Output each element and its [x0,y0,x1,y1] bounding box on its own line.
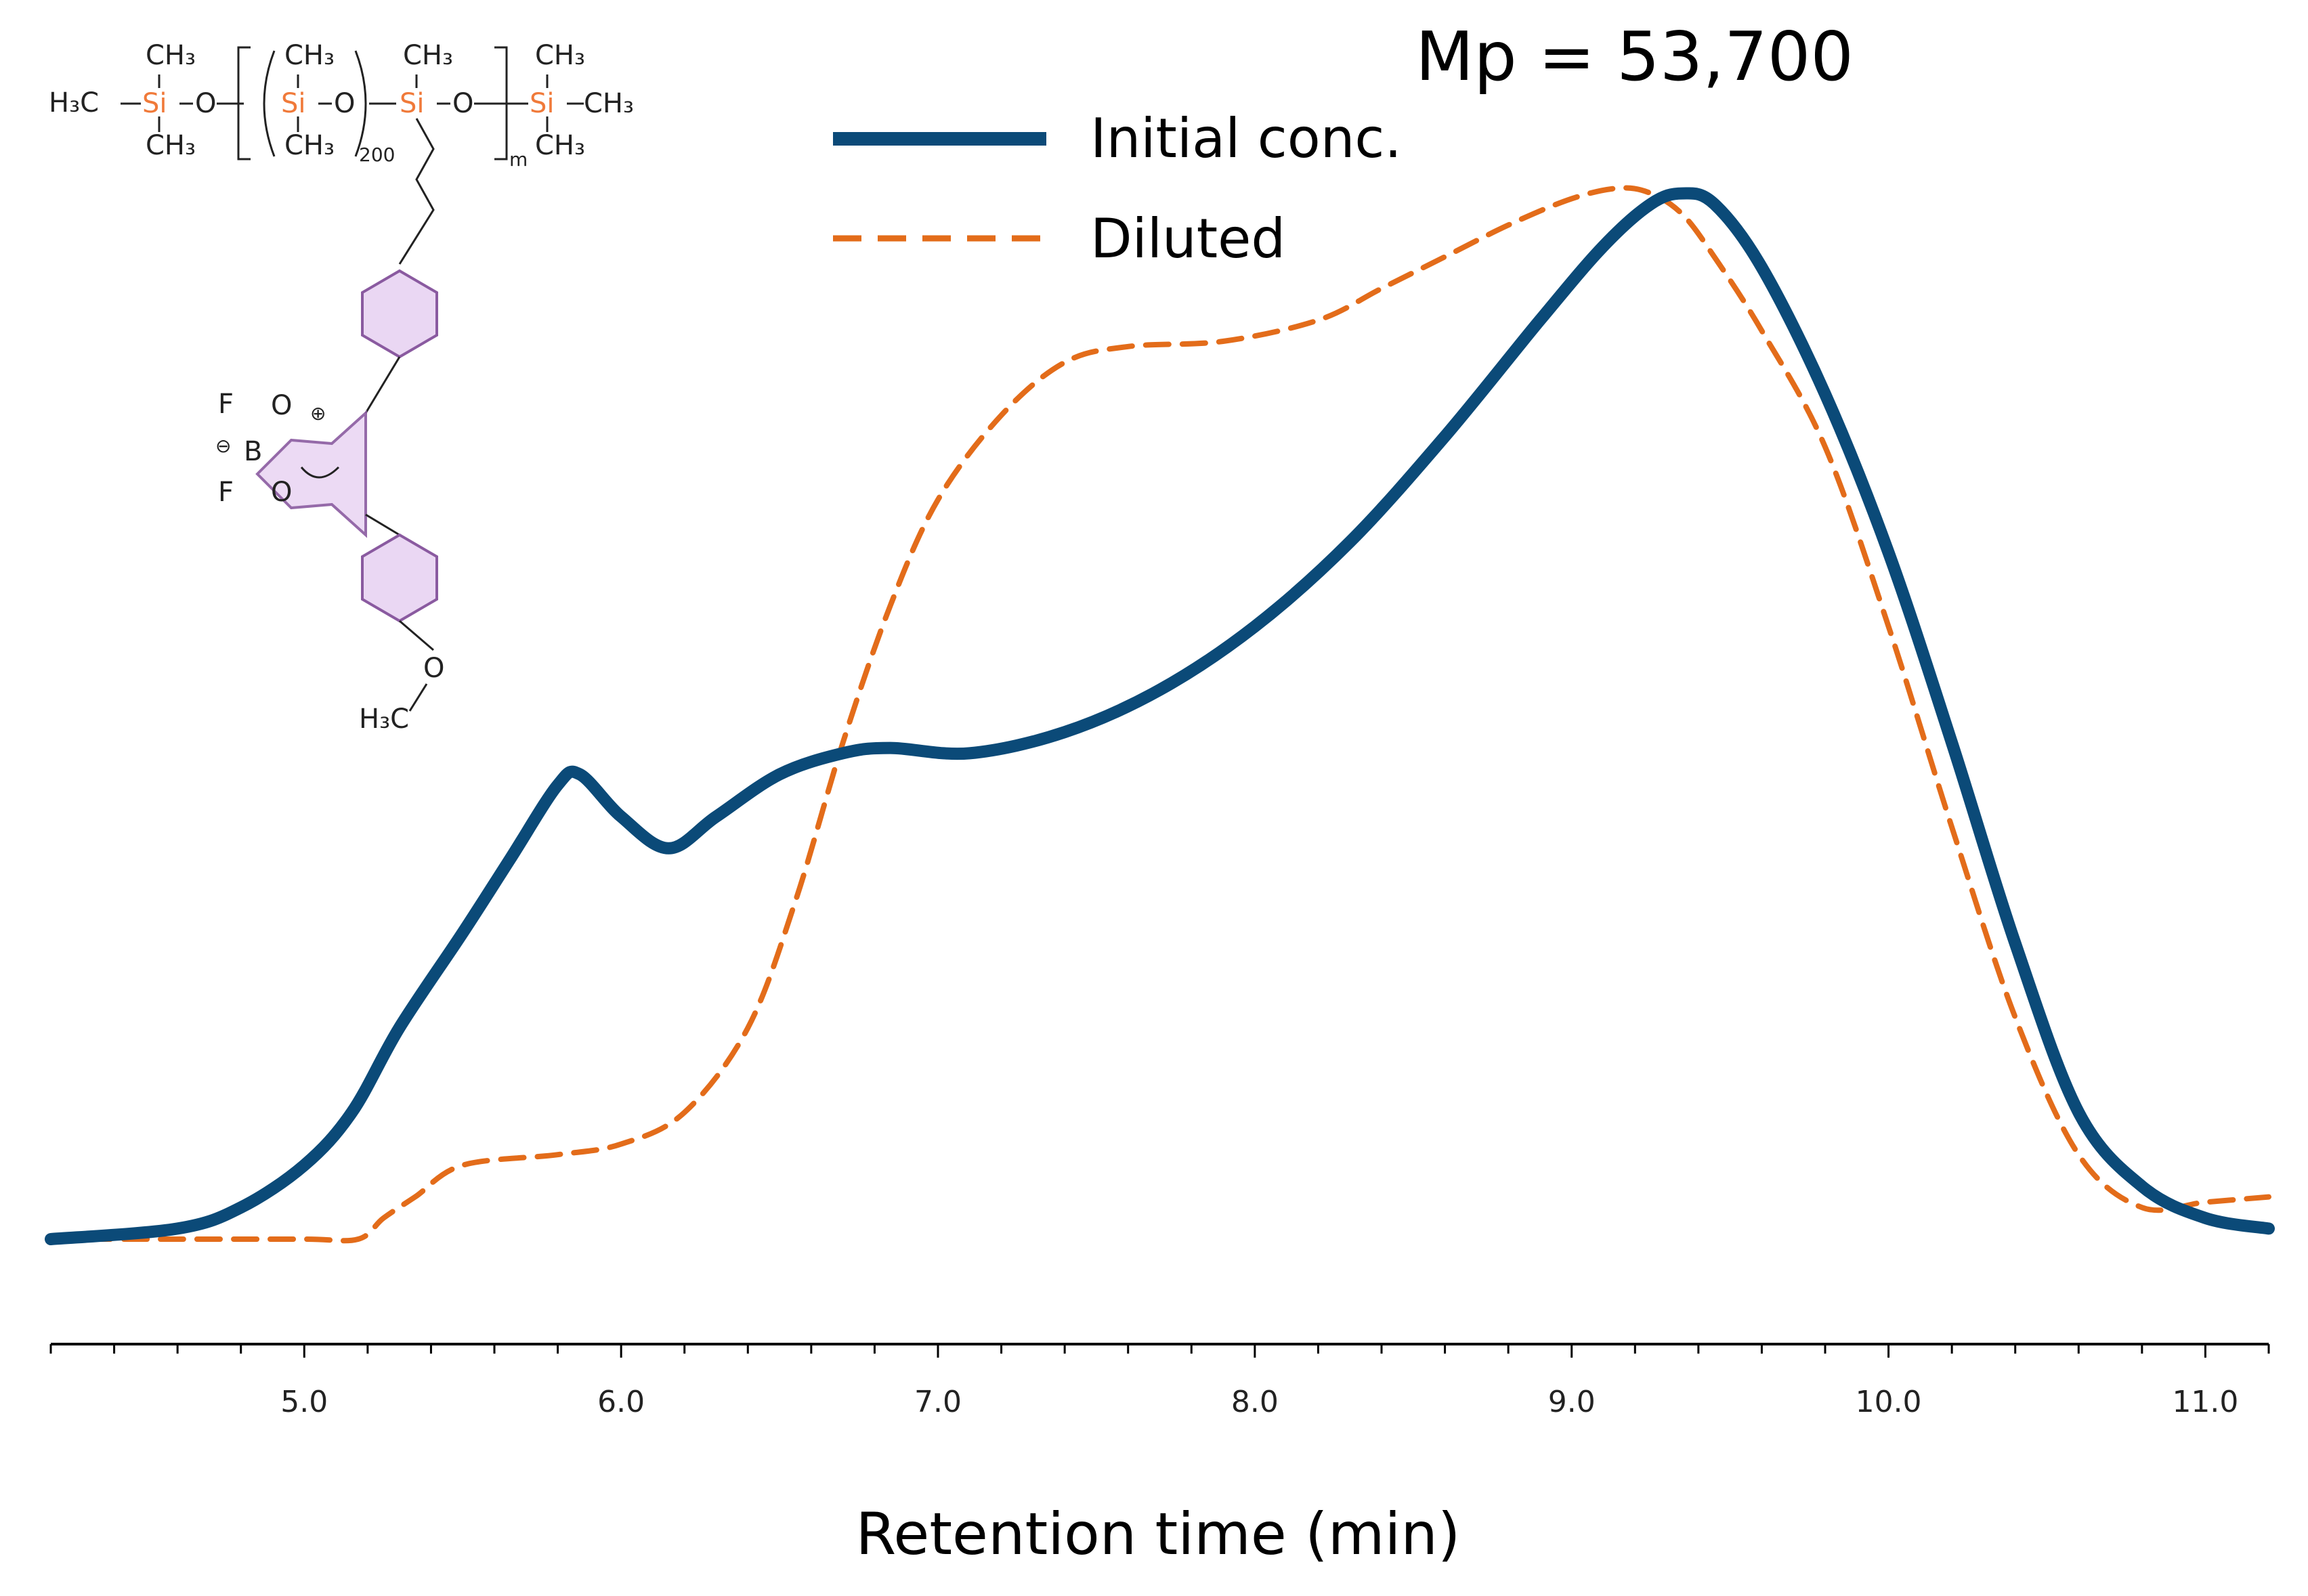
chem-o-ring-bottom: O [271,477,292,508]
chem-ch3-4b: CH₃ [535,130,585,161]
chem-o-1: O [195,88,216,119]
phenyl-ring-upper [361,269,438,359]
x-tick-label: 5.0 [280,1385,328,1419]
chem-ch3-1b: CH₃ [146,130,196,161]
x-tick-label: 8.0 [1231,1385,1279,1419]
chem-si-1: Si [142,88,167,119]
chem-boron: B [244,436,262,467]
chem-ch3-4c: CH₃ [584,88,634,119]
x-axis-title: Retention time (min) [856,1501,1461,1568]
chem-end-h3c: H₃C [49,87,99,118]
x-tick-label: 6.0 [597,1385,645,1419]
dioxaborinine-ring [255,410,367,538]
legend-label-initial: Initial conc. [1090,107,1402,170]
chem-o-ring-top: O [271,390,292,421]
chem-minus: ⊖ [215,435,231,457]
chem-f-top: F [218,389,234,420]
legend: Initial conc. Diluted [833,107,1402,270]
chem-o-methoxy: O [423,653,444,684]
phenyl-ring-lower [361,533,438,623]
x-tick-label: 7.0 [914,1385,962,1419]
x-tick-label: 11.0 [2172,1385,2238,1419]
legend-label-diluted: Diluted [1090,207,1285,270]
chem-ch3-2a: CH₃ [284,40,335,71]
chem-ch3-4a: CH₃ [535,40,585,71]
chem-repeat-200: 200 [359,144,395,166]
chem-methoxy-h3c: H₃C [359,704,409,735]
series-layer [45,185,2275,1245]
chem-si-4: Si [530,88,555,119]
chem-repeat-m: m [509,148,528,171]
chem-ch3-1a: CH₃ [146,40,196,71]
x-tick-label: 10.0 [1856,1385,1922,1419]
series-line-diluted [48,185,2271,1244]
chem-o-3: O [452,88,473,119]
x-axis-ticks: 5.0 6.0 7.0 8.0 9.0 10.0 11.0 [49,1344,2270,1419]
chem-f-bottom: F [218,477,234,508]
chem-o-2: O [334,88,355,119]
series-line-initial [45,187,2275,1245]
x-tick-label: 9.0 [1548,1385,1596,1419]
chem-si-3: Si [400,88,425,119]
chem-plus: ⊕ [310,402,326,425]
chem-ch3-3a: CH₃ [403,40,453,71]
chem-ch3-2b: CH₃ [284,130,335,161]
mp-annotation: Mp = 53,700 [1415,17,1854,96]
chemical-structure: H₃C Si O CH₃ CH₃ Si O CH₃ CH₃ 200 Si O C… [49,40,634,735]
chem-si-2: Si [281,88,306,119]
